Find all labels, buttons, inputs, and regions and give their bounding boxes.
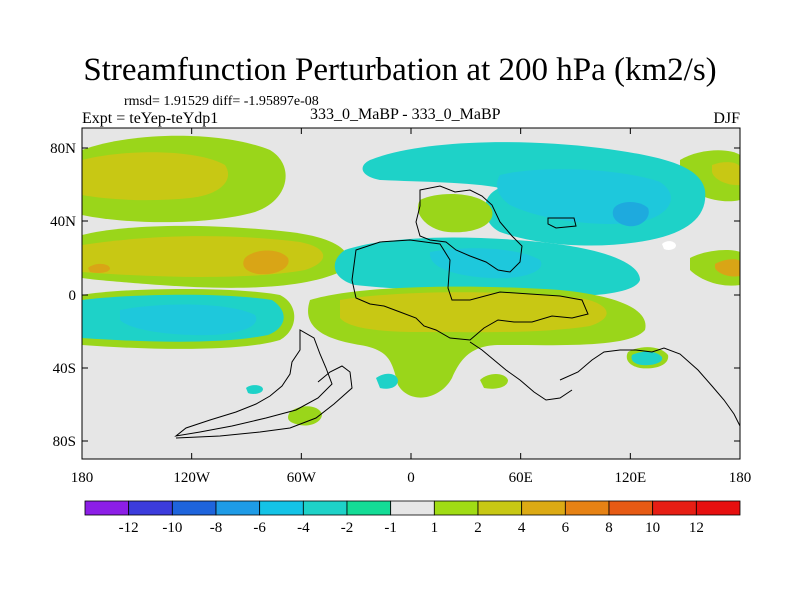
colorbar-label: 6 xyxy=(562,520,570,536)
colorbar-label: -1 xyxy=(384,520,397,536)
colorbar-swatch xyxy=(433,500,479,516)
lon-tick-label: 120W xyxy=(173,470,211,486)
lat-tick-label: 0 xyxy=(69,288,77,304)
colorbar-swatch xyxy=(652,500,697,516)
lon-tick-label: 180 xyxy=(729,470,752,486)
lon-tick-label: 120E xyxy=(614,470,646,486)
contour-orange-small-west xyxy=(88,263,110,273)
colorbar-label: 1 xyxy=(431,520,439,536)
lat-tick-label: 80S xyxy=(53,434,76,450)
colorbar-label: 4 xyxy=(518,520,526,536)
contour-white-patch xyxy=(662,241,676,250)
longitude-axis: 180 120W 60W 0 60E 120E 180 xyxy=(71,128,752,486)
coastline-pacific-island xyxy=(547,217,577,229)
contour-green-south-patch xyxy=(480,374,508,389)
contour-green-arabia xyxy=(417,194,493,233)
colorbar-swatch xyxy=(346,500,392,516)
contour-orange-tropics-west xyxy=(243,250,289,275)
colorbar-swatch xyxy=(84,500,130,516)
colorbar-swatch xyxy=(171,500,217,516)
colorbar-swatch xyxy=(564,500,610,516)
contour-green-south-ocean xyxy=(288,406,322,426)
lon-tick-label: 60E xyxy=(509,470,533,486)
colorbar-swatch xyxy=(521,500,566,516)
coastline-antarctic-arc xyxy=(175,365,353,439)
rmsd-subtitle: rmsd= 1.91529 diff= -1.95897e-08 xyxy=(124,94,319,109)
colorbar-label: -10 xyxy=(162,520,182,536)
plot-title: Streamfunction Perturbation at 200 hPa (… xyxy=(83,52,717,88)
season-label: DJF xyxy=(713,110,740,127)
colorbar-label: -2 xyxy=(341,520,354,536)
colorbar-label: 2 xyxy=(474,520,482,536)
case-label: 333_0_MaBP - 333_0_MaBP xyxy=(310,106,501,123)
lon-tick-label: 0 xyxy=(407,470,415,486)
contour-teal-pacific-south xyxy=(376,373,398,389)
colorbar: -12 -10 -8 -6 -4 -2 -1 1 2 4 6 8 10 12 xyxy=(84,500,741,536)
colorbar-label: -4 xyxy=(297,520,310,536)
contour-blue-north xyxy=(612,202,649,227)
contour-orange-east-pacific xyxy=(715,259,740,277)
colorbar-label: -6 xyxy=(253,520,266,536)
contour-olive-north-east xyxy=(712,162,740,186)
lon-tick-label: 60W xyxy=(287,470,317,486)
contour-olive-tropics-west xyxy=(82,236,324,277)
coastline-north-africa xyxy=(351,239,589,341)
colorbar-swatch xyxy=(390,500,435,516)
colorbar-label: 8 xyxy=(605,520,613,536)
colorbar-swatch xyxy=(128,500,173,516)
coastline-southern-asia xyxy=(469,341,573,401)
map-panel xyxy=(81,127,741,460)
lon-tick-label: 180 xyxy=(71,470,94,486)
colorbar-swatch xyxy=(695,500,741,516)
experiment-label: Expt = teYep-teYdp1 xyxy=(82,110,219,127)
colorbar-swatch xyxy=(302,500,348,516)
contour-teal-south-patch xyxy=(246,385,263,394)
contour-olive-south-center xyxy=(340,292,607,333)
lat-tick-label: 80N xyxy=(50,141,76,157)
colorbar-label: 10 xyxy=(645,520,660,536)
contour-cyan-south-west xyxy=(120,304,257,336)
colorbar-swatch xyxy=(215,500,261,516)
coastline-eurasia xyxy=(415,185,523,273)
colorbar-label: -12 xyxy=(119,520,139,536)
coastlines xyxy=(174,185,740,439)
colorbar-swatch xyxy=(608,500,654,516)
colorbar-swatch xyxy=(477,500,523,516)
colorbar-label: 12 xyxy=(689,520,704,536)
contour-teal-south-east xyxy=(631,351,663,366)
lat-tick-label: 40S xyxy=(53,361,76,377)
lat-tick-label: 40N xyxy=(50,214,76,230)
contour-cyan-tropics xyxy=(429,248,542,279)
colorbar-swatch xyxy=(259,500,304,516)
latitude-axis: 80N 40N 0 40S 80S xyxy=(50,141,740,450)
contour-fills xyxy=(82,135,740,426)
contour-olive-north-west xyxy=(82,152,229,201)
colorbar-label: -8 xyxy=(210,520,223,536)
coastline-australia-east xyxy=(559,347,740,427)
